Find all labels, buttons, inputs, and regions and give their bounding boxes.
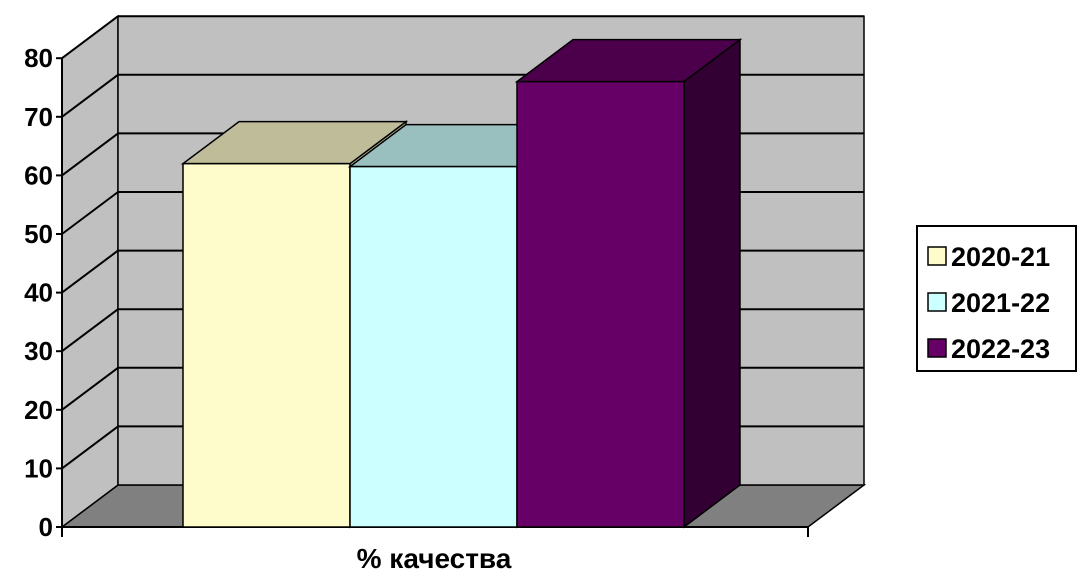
legend-swatch-2022-23 bbox=[927, 338, 947, 358]
y-tick-label-60: 60 bbox=[24, 160, 53, 190]
gridline-side-40 bbox=[61, 249, 119, 294]
gridline-side-10 bbox=[61, 425, 119, 470]
legend-swatch-2020-21 bbox=[927, 246, 947, 266]
legend-label-2020-21: 2020-21 bbox=[951, 242, 1050, 272]
bar-front-2021-22 bbox=[349, 165, 518, 528]
y-tick-label-40: 40 bbox=[24, 278, 53, 308]
bar-side-2022-23 bbox=[683, 38, 741, 529]
gridline-side-50 bbox=[61, 191, 119, 235]
y-tick-label-50: 50 bbox=[24, 219, 53, 249]
y-tick-label-70: 70 bbox=[24, 102, 53, 132]
bar-front-2020-21 bbox=[182, 162, 351, 528]
gridline-side-70 bbox=[61, 74, 119, 118]
gridline-side-30 bbox=[61, 308, 119, 353]
bar-front-2022-23 bbox=[516, 80, 685, 528]
legend-label-2021-22: 2021-22 bbox=[951, 288, 1050, 318]
legend-swatch-2021-22 bbox=[927, 292, 947, 312]
gridline-side-60 bbox=[61, 132, 119, 177]
y-tick-label-80: 80 bbox=[24, 43, 53, 73]
bar-2022-23 bbox=[514, 38, 743, 529]
gridline-side-20 bbox=[61, 366, 119, 411]
y-tick-label-30: 30 bbox=[24, 336, 53, 366]
x-axis-label: % качества bbox=[357, 543, 512, 574]
y-tick-label-0: 0 bbox=[39, 512, 53, 542]
y-axis-tick-labels: 0 10 20 30 40 50 60 70 80 bbox=[24, 43, 53, 542]
y-tick-label-20: 20 bbox=[24, 395, 53, 425]
legend-label-2022-23: 2022-23 bbox=[951, 334, 1050, 364]
legend: 2020-21 2021-22 2022-23 bbox=[916, 225, 1077, 372]
y-tick-label-10: 10 bbox=[24, 453, 53, 483]
gridline-side-80 bbox=[61, 15, 119, 60]
bars bbox=[180, 38, 743, 529]
